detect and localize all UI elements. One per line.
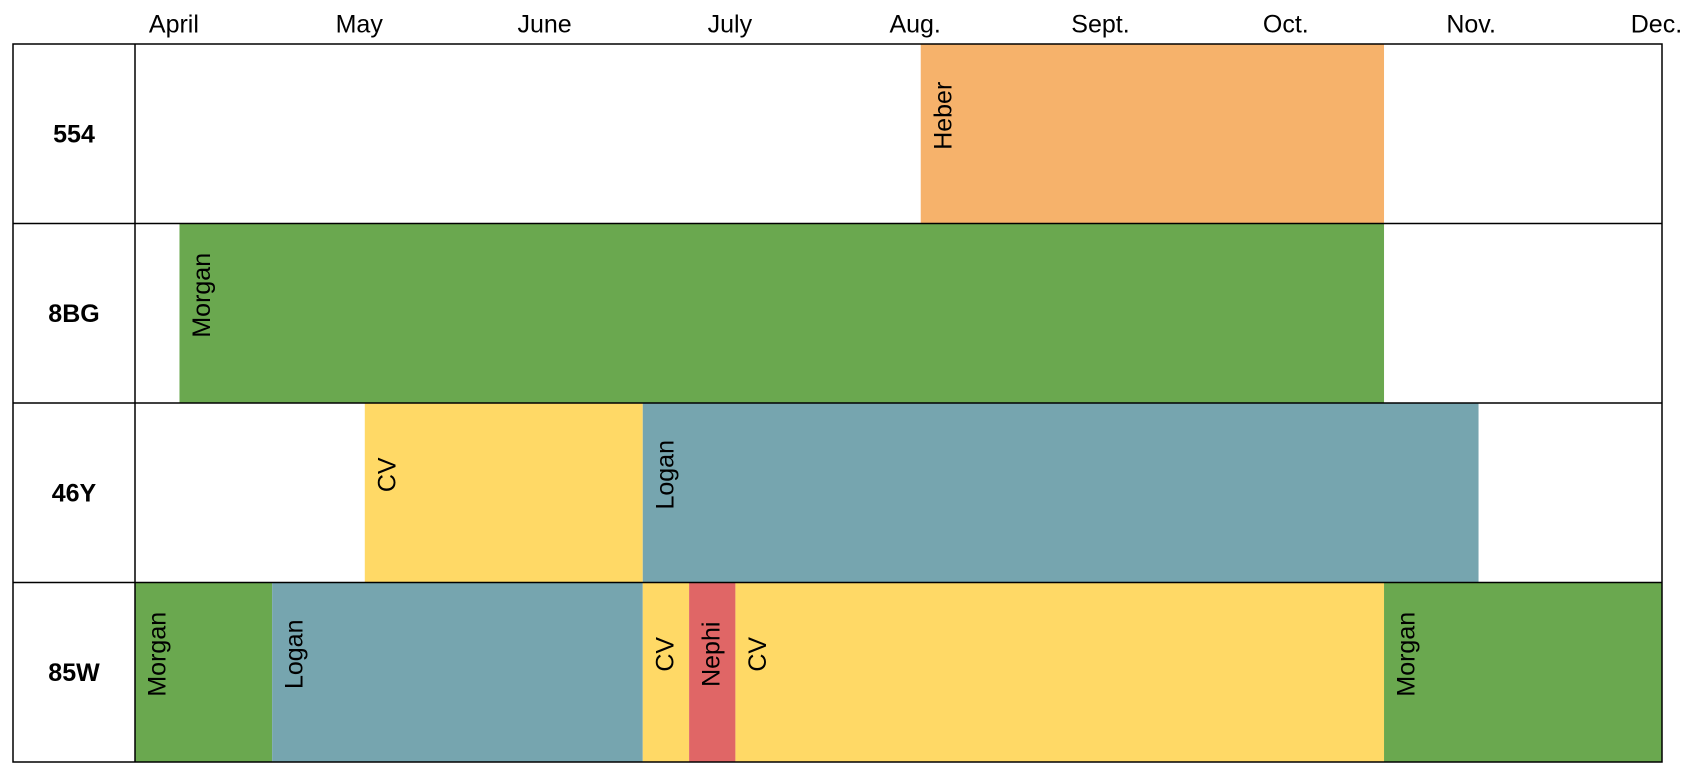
row-label: 554 <box>53 120 95 148</box>
row-label: 46Y <box>52 479 97 507</box>
task-bar <box>920 44 1385 224</box>
row-label: 8BG <box>48 300 99 328</box>
task-label: CV <box>651 637 679 672</box>
task-bar <box>689 582 736 762</box>
task-label: Logan <box>651 440 679 510</box>
task-label: Morgan <box>188 253 216 338</box>
month-label: June <box>517 11 571 39</box>
task-bar <box>642 582 690 762</box>
month-label: Sept. <box>1071 11 1129 39</box>
month-label: Nov. <box>1446 11 1496 39</box>
task-label: Nephi <box>698 622 726 687</box>
month-label: Aug. <box>889 11 940 39</box>
task-bar <box>1384 582 1662 762</box>
task-bar <box>179 223 1385 403</box>
task-label: Heber <box>929 82 957 150</box>
month-label: July <box>708 11 753 39</box>
task-bar <box>364 403 643 583</box>
month-label: Dec. <box>1631 11 1682 39</box>
task-bar <box>642 403 1479 583</box>
task-bar <box>272 582 643 762</box>
task-label: Morgan <box>1393 612 1421 697</box>
task-label: CV <box>744 637 772 672</box>
task-label: Morgan <box>144 612 172 697</box>
month-label: April <box>149 11 199 39</box>
task-label: Logan <box>281 619 309 689</box>
task-bar <box>735 582 1385 762</box>
task-label: CV <box>373 457 401 492</box>
month-label: May <box>336 11 384 39</box>
task-bar <box>135 582 273 762</box>
row-label: 85W <box>48 659 100 687</box>
month-label: Oct. <box>1263 11 1309 39</box>
